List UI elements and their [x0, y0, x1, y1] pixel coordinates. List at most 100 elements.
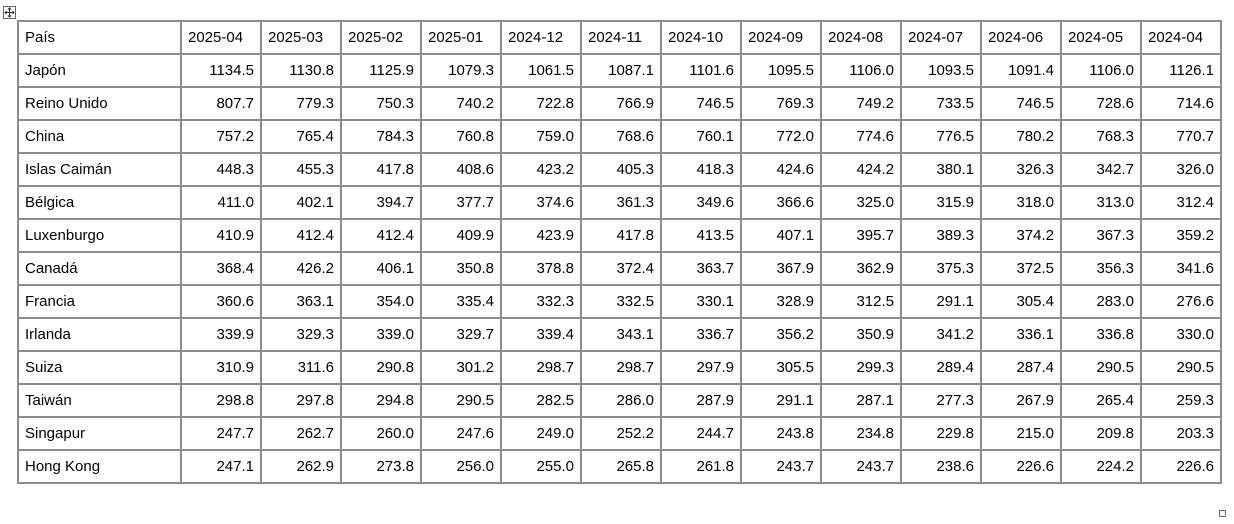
- header-cell: País: [17, 20, 182, 55]
- data-row: Luxenburgo 410.9 412.4 412.4 409.9 423.9 417.8…: [17, 218, 1222, 253]
- country-cell: Luxenburgo: [17, 218, 182, 253]
- value-cell: 326.0: [1140, 152, 1222, 187]
- value-cell: 779.3: [260, 86, 342, 121]
- value-cell: 290.8: [340, 350, 422, 385]
- value-cell: 260.0: [340, 416, 422, 451]
- value-cell: 1079.3: [420, 53, 502, 88]
- value-cell: 408.6: [420, 152, 502, 187]
- value-cell: 301.2: [420, 350, 502, 385]
- header-cell: 2024-12: [500, 20, 582, 55]
- value-cell: 226.6: [1140, 449, 1222, 484]
- data-row: Suiza 310.9 311.6 290.8 301.2 298.7 298.7 297.9…: [17, 350, 1222, 385]
- value-cell: 252.2: [580, 416, 662, 451]
- header-cell: 2024-06: [980, 20, 1062, 55]
- value-cell: 329.7: [420, 317, 502, 352]
- value-cell: 291.1: [740, 383, 822, 418]
- data-row: Reino Unido 807.7 779.3 750.3 740.2 722.8 766.…: [17, 86, 1222, 121]
- value-cell: 407.1: [740, 218, 822, 253]
- value-cell: 356.2: [740, 317, 822, 352]
- value-cell: 336.8: [1060, 317, 1142, 352]
- value-cell: 746.5: [980, 86, 1062, 121]
- value-cell: 226.6: [980, 449, 1062, 484]
- value-cell: 255.0: [500, 449, 582, 484]
- header-cell: 2025-02: [340, 20, 422, 55]
- value-cell: 360.6: [180, 284, 262, 319]
- value-cell: 759.0: [500, 119, 582, 154]
- data-table: País 2025-04 2025-03 2025-02 2025-01 2024-12 2…: [17, 20, 1222, 484]
- header-cell: 2024-11: [580, 20, 662, 55]
- value-cell: 209.8: [1060, 416, 1142, 451]
- value-cell: 714.6: [1140, 86, 1222, 121]
- value-cell: 265.8: [580, 449, 662, 484]
- value-cell: 394.7: [340, 185, 422, 220]
- value-cell: 757.2: [180, 119, 262, 154]
- value-cell: 1106.0: [1060, 53, 1142, 88]
- value-cell: 354.0: [340, 284, 422, 319]
- value-cell: 409.9: [420, 218, 502, 253]
- value-cell: 339.0: [340, 317, 422, 352]
- country-cell: Bélgica: [17, 185, 182, 220]
- value-cell: 282.5: [500, 383, 582, 418]
- value-cell: 375.3: [900, 251, 982, 286]
- value-cell: 1130.8: [260, 53, 342, 88]
- value-cell: 224.2: [1060, 449, 1142, 484]
- table-move-handle[interactable]: [3, 6, 16, 19]
- value-cell: 1061.5: [500, 53, 582, 88]
- value-cell: 1125.9: [340, 53, 422, 88]
- table-resize-handle[interactable]: [1219, 510, 1226, 517]
- value-cell: 356.3: [1060, 251, 1142, 286]
- value-cell: 287.9: [660, 383, 742, 418]
- value-cell: 363.1: [260, 284, 342, 319]
- value-cell: 297.9: [660, 350, 742, 385]
- value-cell: 1087.1: [580, 53, 662, 88]
- value-cell: 1134.5: [180, 53, 262, 88]
- value-cell: 290.5: [1140, 350, 1222, 385]
- value-cell: 243.8: [740, 416, 822, 451]
- value-cell: 349.6: [660, 185, 742, 220]
- value-cell: 411.0: [180, 185, 262, 220]
- value-cell: 267.9: [980, 383, 1062, 418]
- value-cell: 298.7: [500, 350, 582, 385]
- value-cell: 784.3: [340, 119, 422, 154]
- value-cell: 294.8: [340, 383, 422, 418]
- value-cell: 311.6: [260, 350, 342, 385]
- value-cell: 343.1: [580, 317, 662, 352]
- value-cell: 332.5: [580, 284, 662, 319]
- value-cell: 770.7: [1140, 119, 1222, 154]
- value-cell: 760.8: [420, 119, 502, 154]
- data-row: Canadá 368.4 426.2 406.1 350.8 378.8 372.4 363.…: [17, 251, 1222, 286]
- value-cell: 325.0: [820, 185, 902, 220]
- value-cell: 336.7: [660, 317, 742, 352]
- data-row: Taiwán 298.8 297.8 294.8 290.5 282.5 286.0 287.…: [17, 383, 1222, 418]
- value-cell: 350.9: [820, 317, 902, 352]
- value-cell: 395.7: [820, 218, 902, 253]
- value-cell: 262.9: [260, 449, 342, 484]
- header-cell: 2024-07: [900, 20, 982, 55]
- value-cell: 405.3: [580, 152, 662, 187]
- value-cell: 363.7: [660, 251, 742, 286]
- header-cell: 2025-03: [260, 20, 342, 55]
- value-cell: 238.6: [900, 449, 982, 484]
- value-cell: 448.3: [180, 152, 262, 187]
- value-cell: 341.6: [1140, 251, 1222, 286]
- value-cell: 722.8: [500, 86, 582, 121]
- value-cell: 265.4: [1060, 383, 1142, 418]
- value-cell: 315.9: [900, 185, 982, 220]
- value-cell: 1093.5: [900, 53, 982, 88]
- value-cell: 330.0: [1140, 317, 1222, 352]
- value-cell: 1126.1: [1140, 53, 1222, 88]
- value-cell: 426.2: [260, 251, 342, 286]
- value-cell: 410.9: [180, 218, 262, 253]
- value-cell: 290.5: [420, 383, 502, 418]
- value-cell: 765.4: [260, 119, 342, 154]
- value-cell: 339.9: [180, 317, 262, 352]
- data-row: China 757.2 765.4 784.3 760.8 759.0 768.6 760.1…: [17, 119, 1222, 154]
- value-cell: 367.3: [1060, 218, 1142, 253]
- value-cell: 750.3: [340, 86, 422, 121]
- country-cell: Islas Caimán: [17, 152, 182, 187]
- country-cell: China: [17, 119, 182, 154]
- country-cell: Canadá: [17, 251, 182, 286]
- value-cell: 310.9: [180, 350, 262, 385]
- header-cell: 2024-09: [740, 20, 822, 55]
